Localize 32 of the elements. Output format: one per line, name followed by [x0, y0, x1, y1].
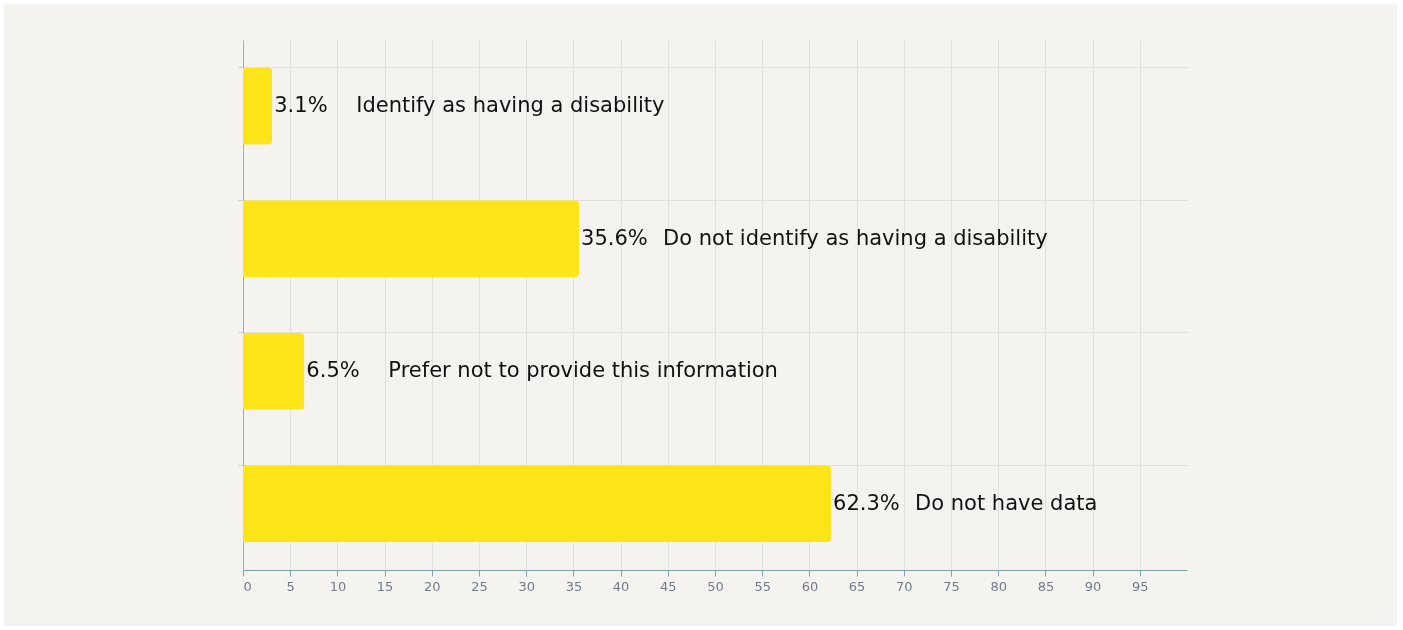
x-tick-label: 25	[471, 578, 488, 594]
x-tick-label: 80	[990, 578, 1007, 594]
x-tick-label: 35	[565, 578, 583, 594]
x-tick-label: 60	[801, 578, 819, 594]
y-tick-label: Identify as having a disability	[356, 93, 665, 118]
x-tick-label: 70	[896, 578, 913, 594]
x-tick-label: 15	[376, 578, 394, 594]
x-tick-label: 20	[424, 578, 441, 594]
data-label: 62.3%	[833, 490, 900, 515]
x-tick-label: 55	[754, 578, 771, 594]
x-tick-label: 10	[329, 578, 347, 594]
x-tick-label: 5	[286, 578, 295, 594]
x-tick-label: 45	[660, 578, 677, 594]
x-tick-label: 95	[1132, 578, 1149, 594]
x-tick-label: 0	[243, 578, 252, 594]
data-label: 3.1%	[274, 93, 328, 118]
data-label: 35.6%	[581, 225, 648, 250]
y-tick-label: Do not have data	[915, 490, 1098, 515]
bar	[243, 200, 580, 278]
x-tick-label: 65	[848, 578, 866, 594]
bar	[243, 332, 305, 410]
x-tick-label: 90	[1084, 578, 1102, 594]
x-tick-label: 50	[707, 578, 724, 594]
bar	[243, 465, 832, 543]
x-tick-label: 30	[518, 578, 535, 594]
y-tick-label: Do not identify as having a disability	[663, 225, 1048, 250]
bar	[243, 67, 273, 145]
data-label: 6.5%	[306, 358, 360, 383]
y-tick-label: Prefer not to provide this information	[388, 358, 778, 383]
x-tick-label: 75	[943, 578, 960, 594]
x-tick-label: 40	[612, 578, 630, 594]
x-tick-label: 85	[1037, 578, 1055, 594]
